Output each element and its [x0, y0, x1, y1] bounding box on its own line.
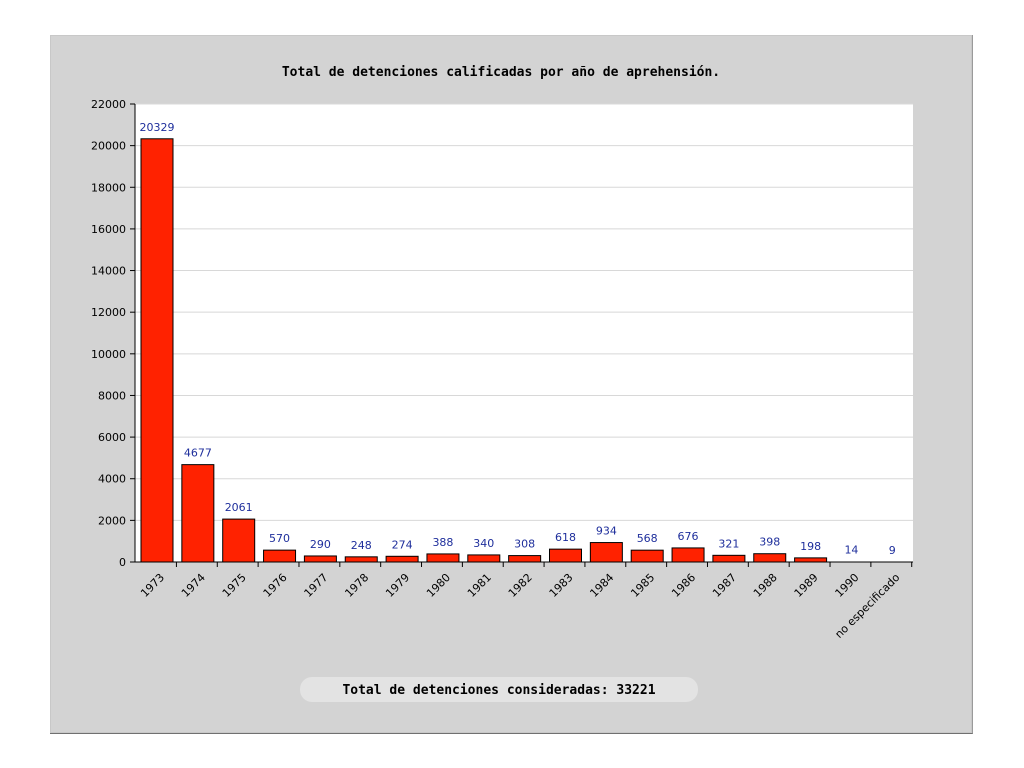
x-tick-label: 1981: [465, 571, 494, 600]
x-tick-label: 1979: [383, 571, 412, 600]
footer-total-text: Total de detenciones consideradas: 33221: [342, 683, 655, 698]
data-label: 198: [800, 540, 821, 553]
bar: [385, 555, 419, 563]
data-label: 321: [718, 537, 739, 550]
bar: [753, 553, 787, 563]
bar: [467, 554, 501, 563]
bar: [426, 553, 460, 563]
x-tick-label: 1975: [220, 571, 249, 600]
bar: [589, 542, 623, 563]
y-tick-label: 16000: [91, 223, 126, 236]
x-tick-label: 1976: [261, 571, 290, 600]
x-tick-label: 1980: [424, 571, 453, 600]
y-tick-label: 6000: [98, 431, 126, 444]
y-tick-label: 0: [119, 556, 126, 569]
bar: [712, 554, 746, 563]
data-labels: 20329 4677 2061 570 290 248 274 388 340 308 618 934…: [140, 121, 896, 557]
bar: [344, 556, 378, 563]
x-tick-label: 1990: [833, 571, 862, 600]
x-tick-label: 1986: [669, 571, 698, 600]
bar: [630, 549, 664, 563]
footer-total-pill: [300, 677, 698, 702]
y-tick-label: 14000: [91, 265, 126, 278]
chart-title: Total de detenciones calificadas por año…: [282, 65, 720, 80]
bar: [508, 555, 542, 563]
y-tick-label: 20000: [91, 140, 126, 153]
bar: [549, 548, 582, 563]
x-tick-label: 1987: [710, 571, 739, 600]
y-tick-label: 18000: [91, 181, 126, 194]
data-label: 20329: [140, 121, 175, 134]
chart-panel: Total de detenciones calificadas por año…: [50, 35, 973, 734]
x-tick-label: 1989: [792, 571, 821, 600]
bar: [794, 557, 828, 563]
bar: [181, 464, 215, 563]
data-label: 290: [310, 538, 331, 551]
x-tick-label: 1985: [628, 571, 657, 600]
data-label: 14: [844, 544, 858, 557]
y-tick-label: 4000: [98, 473, 126, 486]
data-label: 398: [759, 536, 780, 549]
x-tick-label: 1983: [547, 571, 576, 600]
data-label: 618: [555, 531, 576, 544]
axes: [134, 104, 913, 563]
data-label: 570: [269, 532, 290, 545]
data-label: 676: [678, 530, 699, 543]
data-label: 4677: [184, 447, 212, 460]
data-label: 934: [596, 525, 617, 538]
data-label: 340: [473, 537, 494, 550]
bar-chart: Total de detenciones calificadas por año…: [91, 65, 913, 702]
y-tick-label: 22000: [91, 98, 126, 111]
bar: [263, 549, 297, 563]
data-label: 568: [637, 532, 658, 545]
data-label: 2061: [225, 501, 253, 514]
x-tick-label: 1974: [179, 571, 208, 600]
y-tick-label: 10000: [91, 348, 126, 361]
bar: [303, 555, 337, 563]
plot-area: [135, 104, 913, 562]
x-axis-ticks: 1973 1974 1975 1976 1977 1978 1979 1980 1981 1982…: [138, 562, 913, 641]
x-tick-label: 1977: [302, 571, 331, 600]
grid-lines: [135, 103, 913, 521]
y-tick-label: 2000: [98, 514, 126, 527]
x-tick-label: 1973: [138, 571, 167, 600]
x-tick-label: 1978: [342, 571, 371, 600]
data-label: 308: [514, 538, 535, 551]
x-tick-label: 1988: [751, 571, 780, 600]
bar: [140, 138, 174, 563]
y-tick-label: 12000: [91, 306, 126, 319]
y-tick-label: 8000: [98, 389, 126, 402]
data-label: 9: [889, 544, 896, 557]
bar: [222, 518, 256, 563]
y-axis-ticks: 0 2000 4000 6000 8000 10000 12000 14000 16000 180…: [91, 98, 135, 569]
data-label: 248: [351, 539, 372, 552]
x-tick-label: 1984: [587, 571, 616, 600]
x-tick-label: 1982: [506, 571, 535, 600]
data-label: 388: [432, 536, 453, 549]
bar: [671, 547, 705, 563]
bars: [140, 138, 828, 563]
data-label: 274: [392, 538, 413, 551]
